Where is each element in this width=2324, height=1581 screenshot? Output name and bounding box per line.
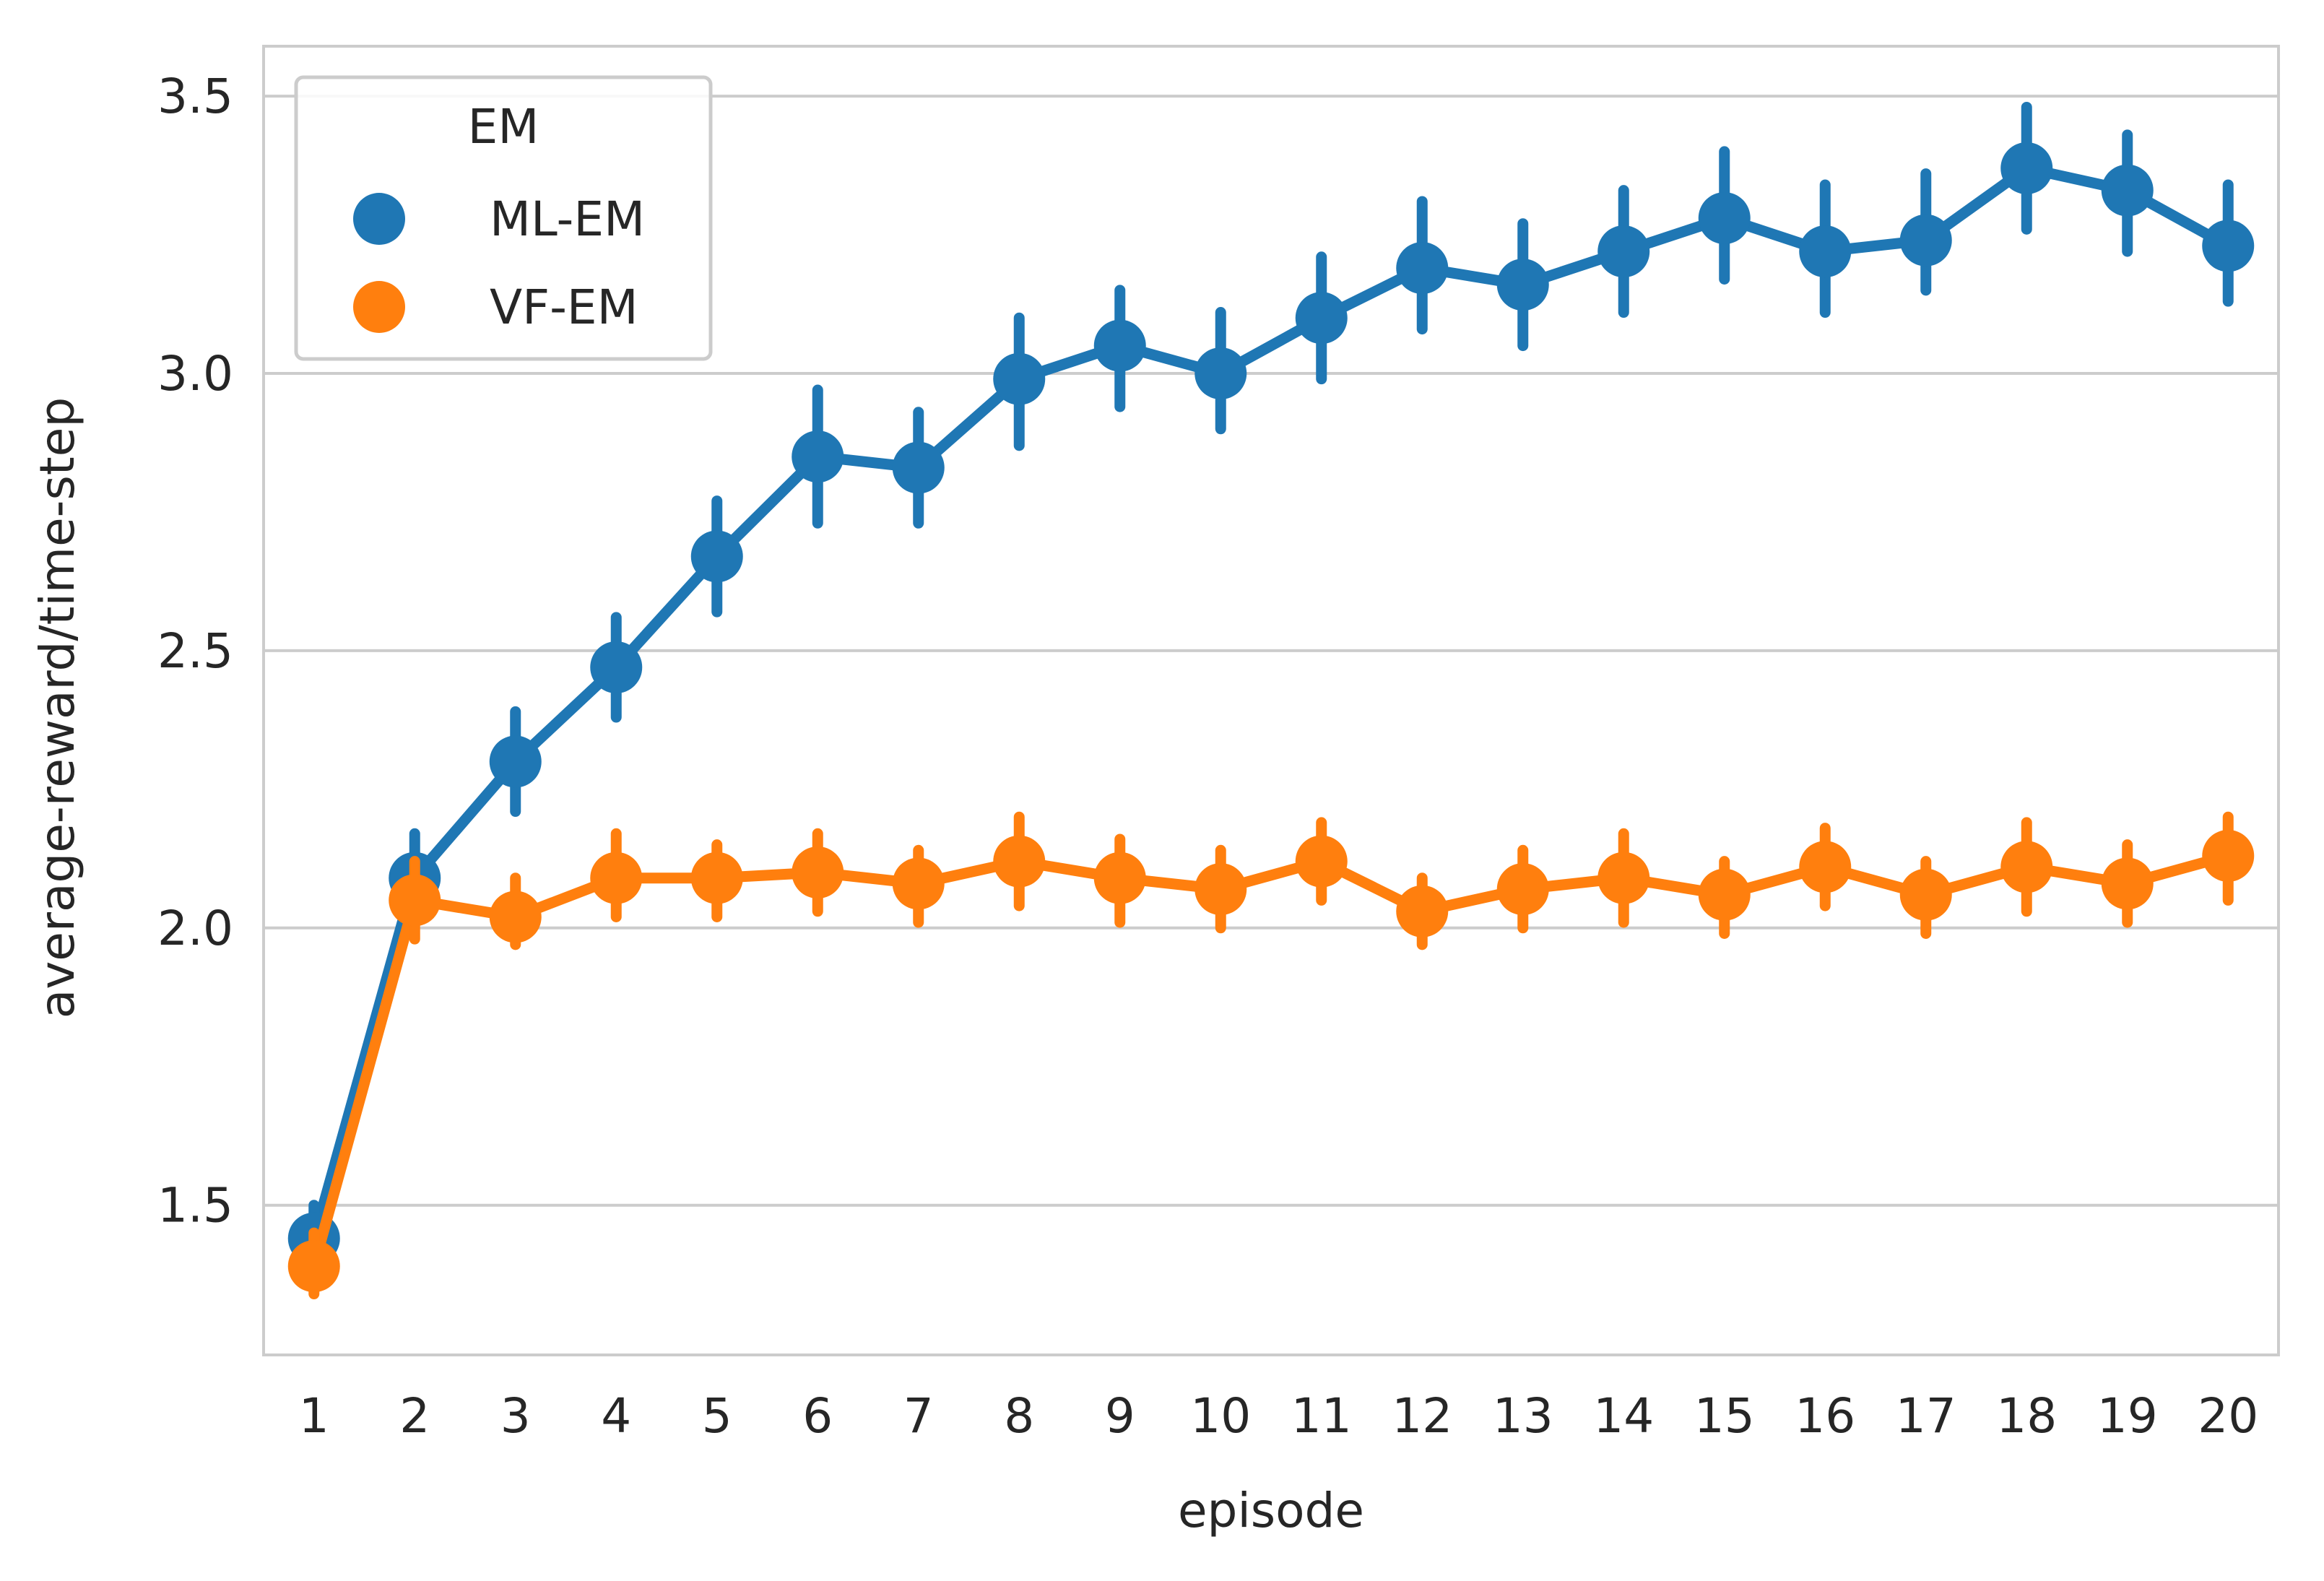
series-vf-em (287, 811, 2255, 1300)
data-point (1295, 835, 1348, 888)
data-point (690, 530, 743, 583)
y-tick-label: 3.5 (157, 69, 233, 124)
data-point (287, 1240, 340, 1293)
x-tick-label: 11 (1291, 1388, 1352, 1444)
data-point (1194, 863, 1247, 916)
data-point (892, 441, 945, 494)
data-point (1295, 292, 1348, 345)
y-tick-labels: 1.5 2.0 2.5 3.0 3.5 (157, 69, 233, 1234)
data-point (2202, 220, 2255, 272)
data-point (590, 852, 643, 904)
x-tick-label: 12 (1392, 1388, 1452, 1444)
data-point (1093, 319, 1146, 372)
x-tick-label: 8 (1004, 1388, 1034, 1444)
data-point (590, 641, 643, 693)
data-point (1194, 347, 1247, 399)
series-ml-em (287, 101, 2255, 1278)
data-point (690, 852, 743, 904)
y-axis-label: average-reward/time-step (30, 397, 85, 1019)
data-point (792, 430, 844, 483)
x-tick-label: 3 (500, 1388, 531, 1444)
x-tick-label: 13 (1493, 1388, 1553, 1444)
data-point (1698, 868, 1751, 921)
data-point (489, 891, 542, 943)
x-tick-label: 14 (1593, 1388, 1654, 1444)
data-point (2101, 164, 2154, 217)
x-tick-label: 20 (2198, 1388, 2258, 1444)
data-point (1899, 214, 1952, 267)
data-point (1799, 225, 1852, 278)
y-tick-label: 2.5 (157, 623, 233, 679)
x-tick-label: 17 (1896, 1388, 1956, 1444)
data-point (389, 874, 441, 927)
data-point (1799, 841, 1852, 893)
x-tick-label: 9 (1105, 1388, 1135, 1444)
data-point (2000, 142, 2053, 194)
data-point (1093, 852, 1146, 904)
data-point (1396, 242, 1449, 295)
data-point (2101, 857, 2154, 910)
data-point (1496, 259, 1549, 311)
x-tick-label: 6 (802, 1388, 833, 1444)
x-tick-labels: 1 2 3 4 5 6 7 8 9 10 11 12 13 14 15 16 17 18 19 20 (299, 1388, 2258, 1444)
x-tick-label: 5 (702, 1388, 732, 1444)
legend-box (294, 75, 713, 361)
data-point (993, 835, 1046, 888)
legend-label: VF-EM (490, 280, 638, 335)
data-point (1698, 192, 1751, 245)
x-axis-label: episode (1178, 1483, 1364, 1538)
x-tick-label: 7 (903, 1388, 934, 1444)
data-point (1496, 863, 1549, 916)
x-tick-label: 1 (299, 1388, 329, 1444)
data-point (2000, 841, 2053, 893)
x-tick-label: 18 (1996, 1388, 2057, 1444)
x-tick-label: 10 (1190, 1388, 1251, 1444)
data-point (489, 735, 542, 788)
legend-marker (353, 193, 405, 245)
x-tick-label: 19 (2097, 1388, 2158, 1444)
data-point (1396, 885, 1449, 937)
legend-items: ML-EM VF-EM (353, 191, 645, 335)
y-tick-label: 2.0 (157, 901, 233, 956)
x-tick-label: 15 (1694, 1388, 1755, 1444)
data-point (1597, 852, 1650, 904)
data-point (2202, 829, 2255, 882)
legend-label: ML-EM (490, 191, 645, 247)
plot-frame (262, 45, 2280, 1356)
x-tick-label: 4 (601, 1388, 631, 1444)
data-point (1597, 225, 1650, 278)
series-layer (287, 101, 2255, 1300)
y-tick-label: 3.0 (157, 346, 233, 402)
x-tick-label: 2 (399, 1388, 430, 1444)
data-point (892, 857, 945, 910)
legend: EM ML-EM VF-EM (294, 75, 713, 361)
data-point (1899, 868, 1952, 921)
y-tick-label: 1.5 (157, 1178, 233, 1234)
legend-marker (353, 281, 405, 333)
legend-title: EM (468, 99, 539, 155)
data-point (993, 352, 1046, 405)
x-tick-label: 16 (1795, 1388, 1855, 1444)
data-point (792, 846, 844, 899)
